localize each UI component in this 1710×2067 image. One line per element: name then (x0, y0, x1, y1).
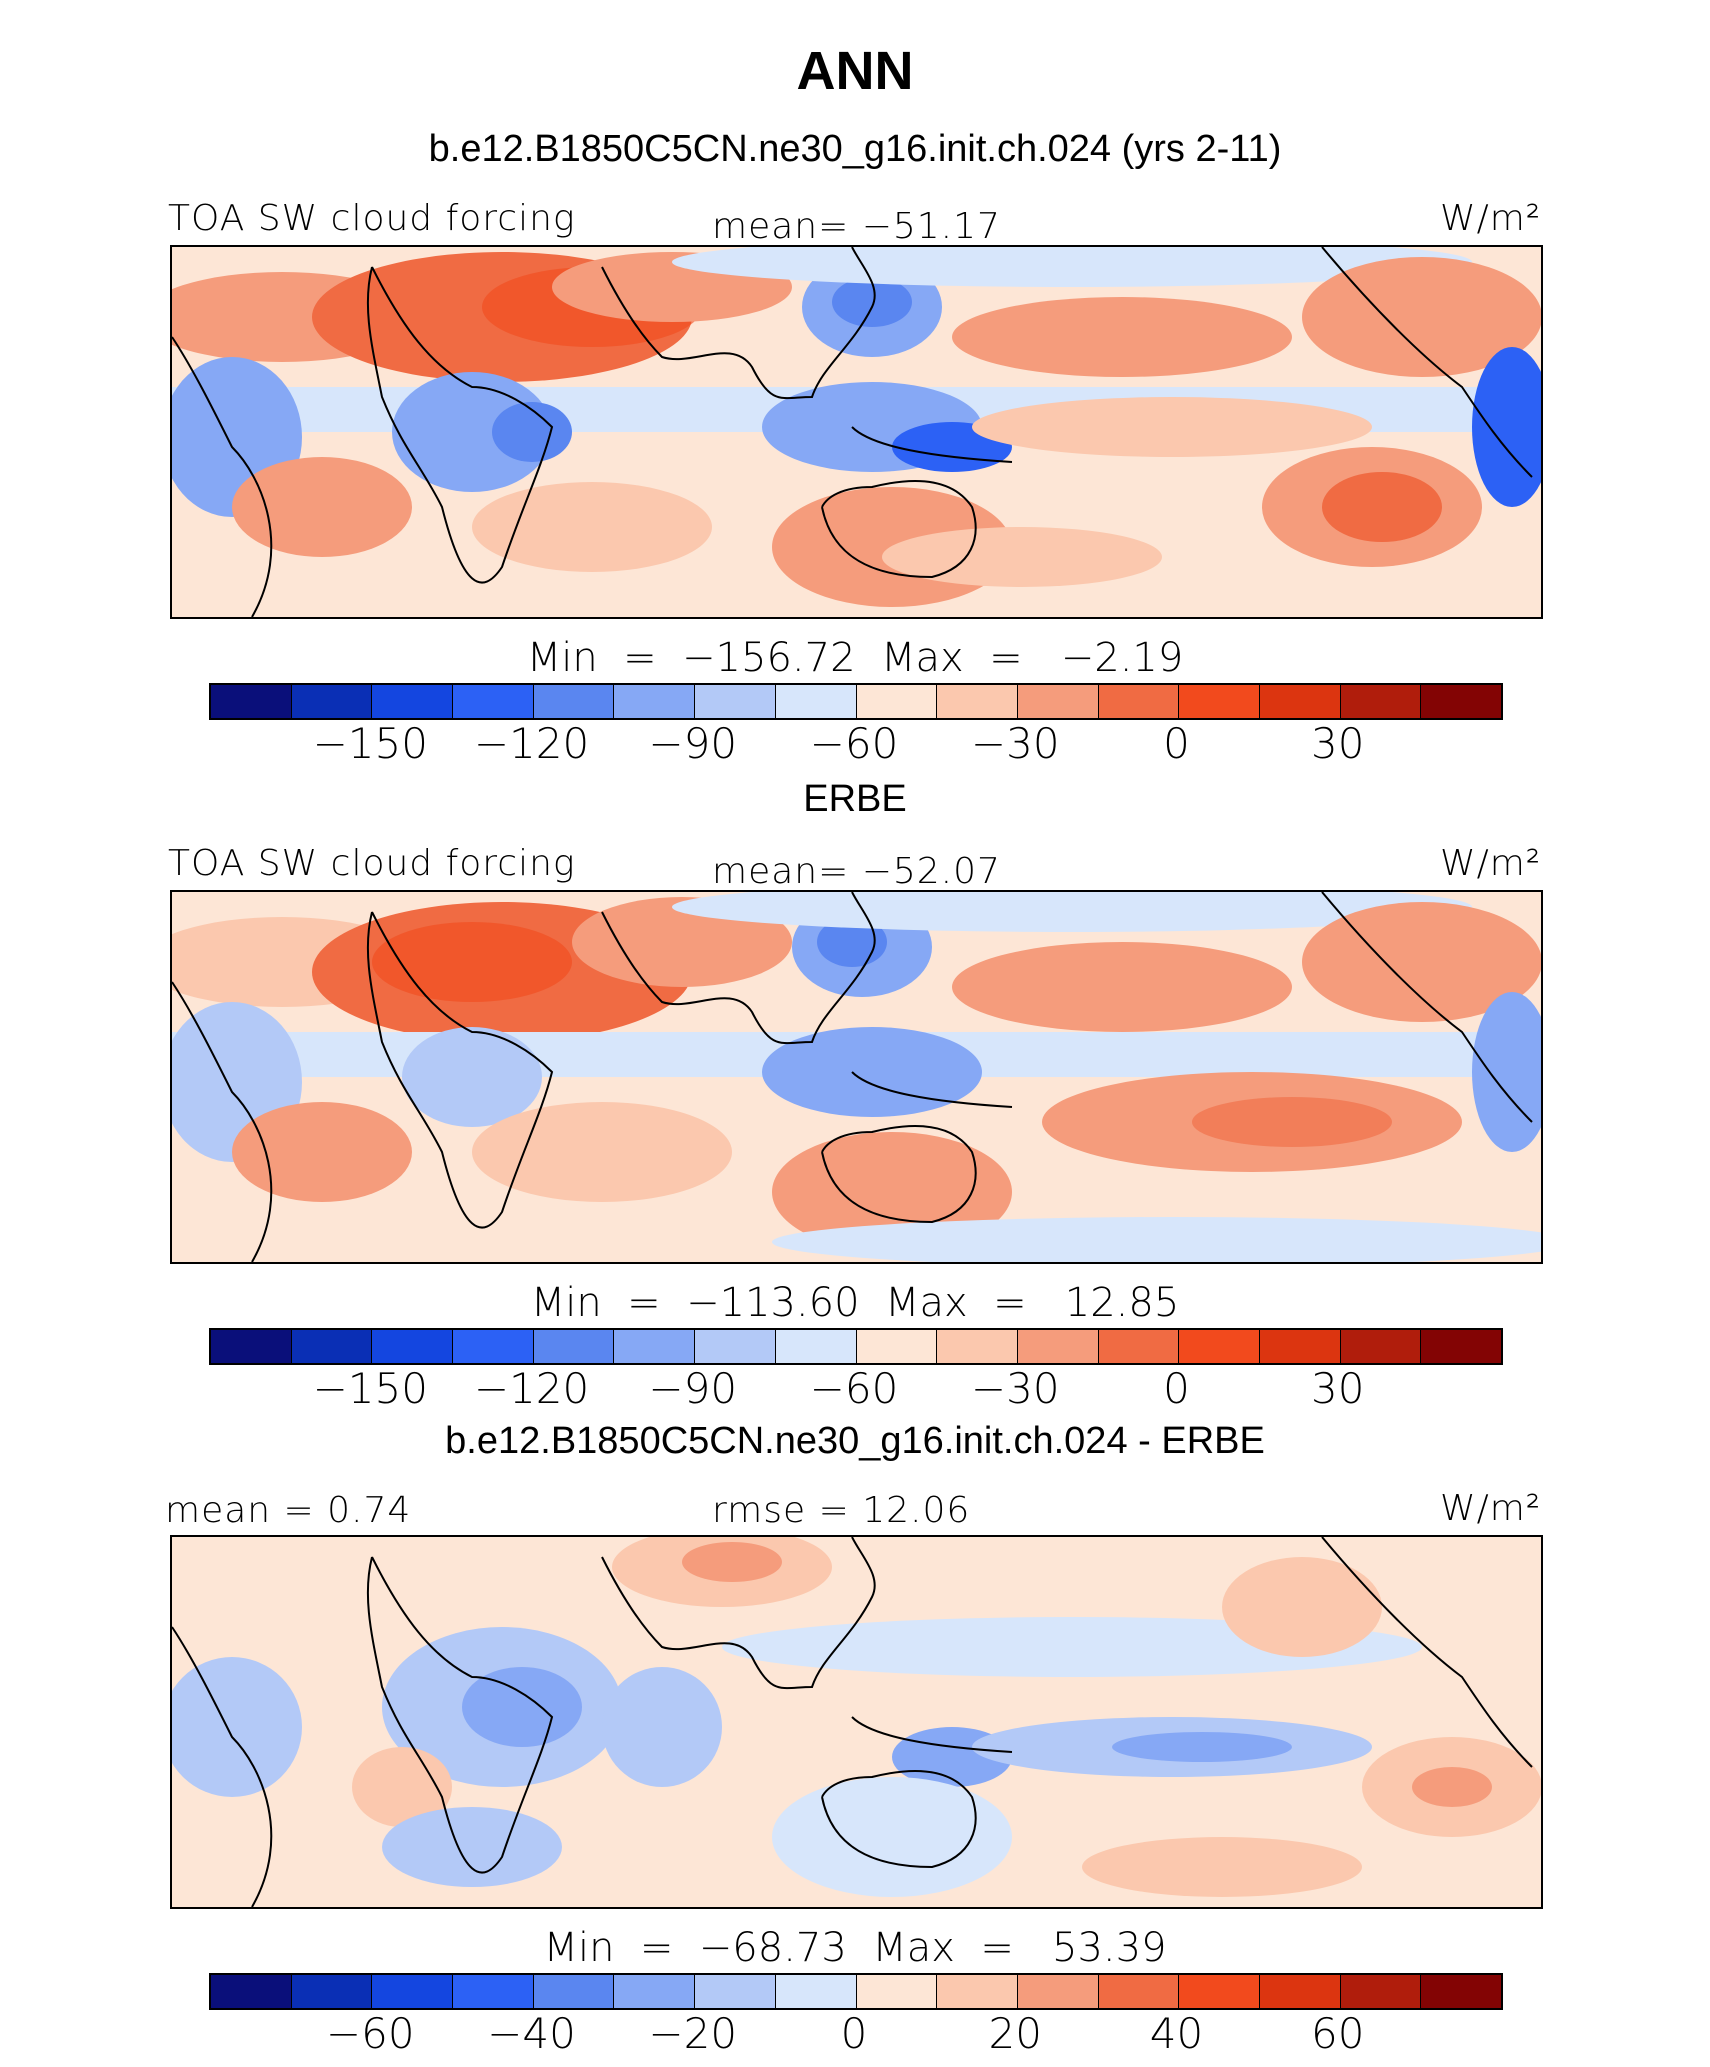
colorbar-box (775, 1975, 857, 2008)
colorbar-tick-label: −20 (648, 2009, 738, 2058)
colorbar-tick-label: 40 (1149, 2009, 1204, 2058)
colorbar-tick-label: 0 (1163, 719, 1190, 768)
colorbar-box (372, 685, 454, 718)
colorbar-box (937, 685, 1018, 718)
colorbar-box (211, 1975, 292, 2008)
colorbar-box (695, 1330, 776, 1363)
colorbar-box (291, 685, 373, 718)
colorbar-box (614, 1330, 696, 1363)
colorbar-box (291, 1975, 373, 2008)
colorbar-box (856, 1330, 938, 1363)
panel-3-map (170, 1535, 1543, 1909)
colorbar-tick-label: −60 (809, 719, 899, 768)
colorbar-tick-label: −90 (648, 719, 738, 768)
colorbar-box (1179, 685, 1260, 718)
colorbar-box (372, 1330, 454, 1363)
colorbar-box (211, 685, 292, 718)
panel-2-map (170, 890, 1543, 1264)
colorbar-tick-label: −40 (487, 2009, 576, 2058)
colorbar-tick-label: 30 (1311, 1364, 1365, 1413)
colorbar-tick-label: −60 (325, 2009, 415, 2058)
colorbar-box (1017, 1975, 1099, 2008)
colorbar-box (1098, 685, 1180, 718)
colorbar-box (1340, 685, 1422, 718)
colorbar-tick-label: 0 (840, 2009, 868, 2058)
colorbar-box (937, 1330, 1018, 1363)
colorbar-tick-label: −120 (473, 1364, 590, 1413)
colorbar-box (453, 1330, 534, 1363)
colorbar-box (1017, 685, 1099, 718)
panel-3-rmse: rmse = 12.06 (712, 1490, 971, 1531)
colorbar-box (291, 1330, 373, 1363)
colorbar-box (533, 1975, 615, 2008)
colorbar-box (1098, 1975, 1180, 2008)
colorbar-tick-label: 0 (1163, 1364, 1190, 1413)
panel-3-title: b.e12.B1850C5CN.ne30_g16.init.ch.024 - E… (445, 1420, 1265, 1462)
colorbar-box (533, 685, 615, 718)
colorbar-box (1421, 685, 1501, 718)
colorbar-box (856, 685, 938, 718)
colorbar-box (614, 685, 696, 718)
colorbar-box (533, 1330, 615, 1363)
panel-1-minmax: Min = −156.72 Max = −2.19 (526, 635, 1184, 681)
figure-title: ANN (796, 41, 914, 101)
panel-2-title: ERBE (803, 778, 907, 820)
colorbar-box (775, 1330, 857, 1363)
colorbar-tick-label: 30 (1311, 719, 1365, 768)
colorbar-box (1017, 1330, 1099, 1363)
colorbar-box (211, 1330, 292, 1363)
colorbar-box (372, 1975, 454, 2008)
colorbar-box (1179, 1975, 1260, 2008)
colorbar-box (614, 1975, 696, 2008)
colorbar-box (856, 1975, 938, 2008)
panel-2-colorbar (209, 1328, 1503, 1365)
panel-1-mean: mean= −51.17 (712, 206, 1001, 247)
panel-3-colorbar (209, 1973, 1503, 2010)
panel-3-units: W/m² (1440, 1488, 1542, 1529)
colorbar-box (453, 685, 534, 718)
colorbar-box (1259, 1975, 1341, 2008)
colorbar-box (695, 1975, 776, 2008)
panel-3-mean: mean = 0.74 (165, 1490, 412, 1531)
panel-1-colorbar (209, 683, 1503, 720)
panel-1-map (170, 245, 1543, 619)
colorbar-tick-label: 60 (1311, 2009, 1365, 2058)
colorbar-box (695, 685, 776, 718)
colorbar-tick-label: −30 (970, 719, 1060, 768)
panel-2-units: W/m² (1440, 843, 1542, 884)
colorbar-box (1421, 1330, 1501, 1363)
colorbar-box (775, 685, 857, 718)
colorbar-box (1340, 1975, 1422, 2008)
colorbar-tick-label: −60 (809, 1364, 899, 1413)
panel-2-minmax: Min = −113.60 Max = 12.85 (530, 1280, 1180, 1326)
colorbar-box (453, 1975, 534, 2008)
panel-2-mean: mean= −52.07 (712, 851, 1001, 892)
colorbar-tick-label: −150 (312, 719, 428, 768)
panel-2-variable-label: TOA SW cloud forcing (168, 843, 576, 884)
colorbar-tick-label: −30 (970, 1364, 1060, 1413)
colorbar-box (1340, 1330, 1422, 1363)
panel-1-variable-label: TOA SW cloud forcing (168, 198, 576, 239)
colorbar-box (1421, 1975, 1501, 2008)
colorbar-tick-label: −120 (473, 719, 590, 768)
colorbar-tick-label: −90 (648, 1364, 738, 1413)
colorbar-box (1259, 685, 1341, 718)
colorbar-box (937, 1975, 1018, 2008)
colorbar-box (1098, 1330, 1180, 1363)
panel-3-minmax: Min = −68.73 Max = 53.39 (543, 1925, 1167, 1971)
panel-1-title: b.e12.B1850C5CN.ne30_g16.init.ch.024 (yr… (428, 128, 1282, 170)
colorbar-tick-label: 20 (988, 2009, 1042, 2058)
colorbar-box (1259, 1330, 1341, 1363)
panel-1-units: W/m² (1440, 198, 1542, 239)
colorbar-box (1179, 1330, 1260, 1363)
colorbar-tick-label: −150 (312, 1364, 428, 1413)
